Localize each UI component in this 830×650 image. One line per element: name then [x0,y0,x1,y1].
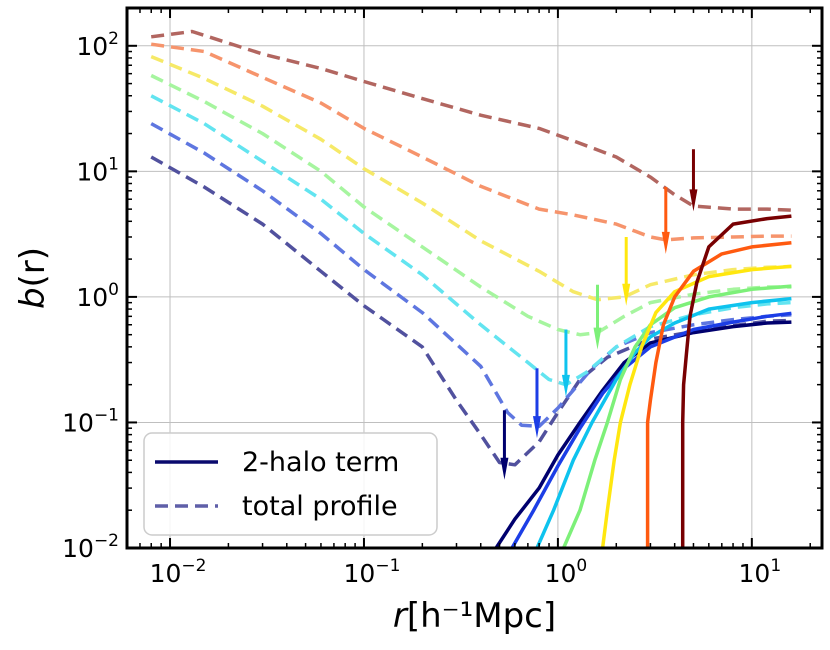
legend-label-1: total profile [242,491,398,522]
y-tick-label: 101 [76,154,119,186]
two-halo-term-line-5 [645,240,792,548]
arrow-head [593,327,602,350]
legend-label-0: 2-halo term [242,447,399,478]
arrow-head [532,416,541,439]
plot-frame [125,6,824,550]
y-tick-label: 102 [76,29,119,61]
x-tick-label: 101 [739,556,782,588]
legend-box [143,432,438,536]
arrow-head [500,457,509,480]
arrow-head [689,189,698,212]
total-profile-line-3 [150,73,792,337]
two-halo-term-line-2 [535,296,792,548]
plot-layer [150,29,792,548]
total-profile-line-5 [150,42,792,242]
arrow-marker-3 [593,284,602,350]
total-profile-line-2 [150,94,792,387]
y-axis-title: b(r) [13,247,53,309]
arrow-marker-6 [689,149,698,212]
total-profile-line-6 [150,29,792,212]
arrow-head [622,283,631,306]
x-tick-label: 10−1 [344,556,401,588]
arrow-marker-5 [661,187,670,254]
arrow-marker-2 [561,329,570,397]
two-halo-term-line-4 [600,264,792,548]
total-profile-line-0 [150,155,792,467]
y-tick-label: 10−2 [62,531,119,563]
total-profile-line-4 [150,54,792,302]
arrow-marker-1 [532,368,541,439]
total-profile-line-1 [150,122,792,429]
arrow-head [561,374,570,397]
x-axis-title: r[h⁻¹Mpc] [393,596,556,636]
arrow-head [661,231,670,254]
x-tick-label: 100 [545,556,588,588]
two-halo-term-line-6 [680,214,792,548]
legend: 2-halo term total profile [143,432,438,536]
two-halo-term-line-0 [494,320,792,548]
axes-layer: 10−2 10−1 100 101 10−2 10−1 100 101 102 r[h⁻¹Mpc]… [13,6,824,636]
y-tick-label: 100 [76,280,119,312]
arrow-marker-0 [500,410,509,480]
x-tick-label: 10−2 [150,556,207,588]
two-halo-term-line-3 [561,284,792,548]
arrow-marker-4 [622,236,631,306]
y-tick-label: 10−1 [62,405,119,437]
